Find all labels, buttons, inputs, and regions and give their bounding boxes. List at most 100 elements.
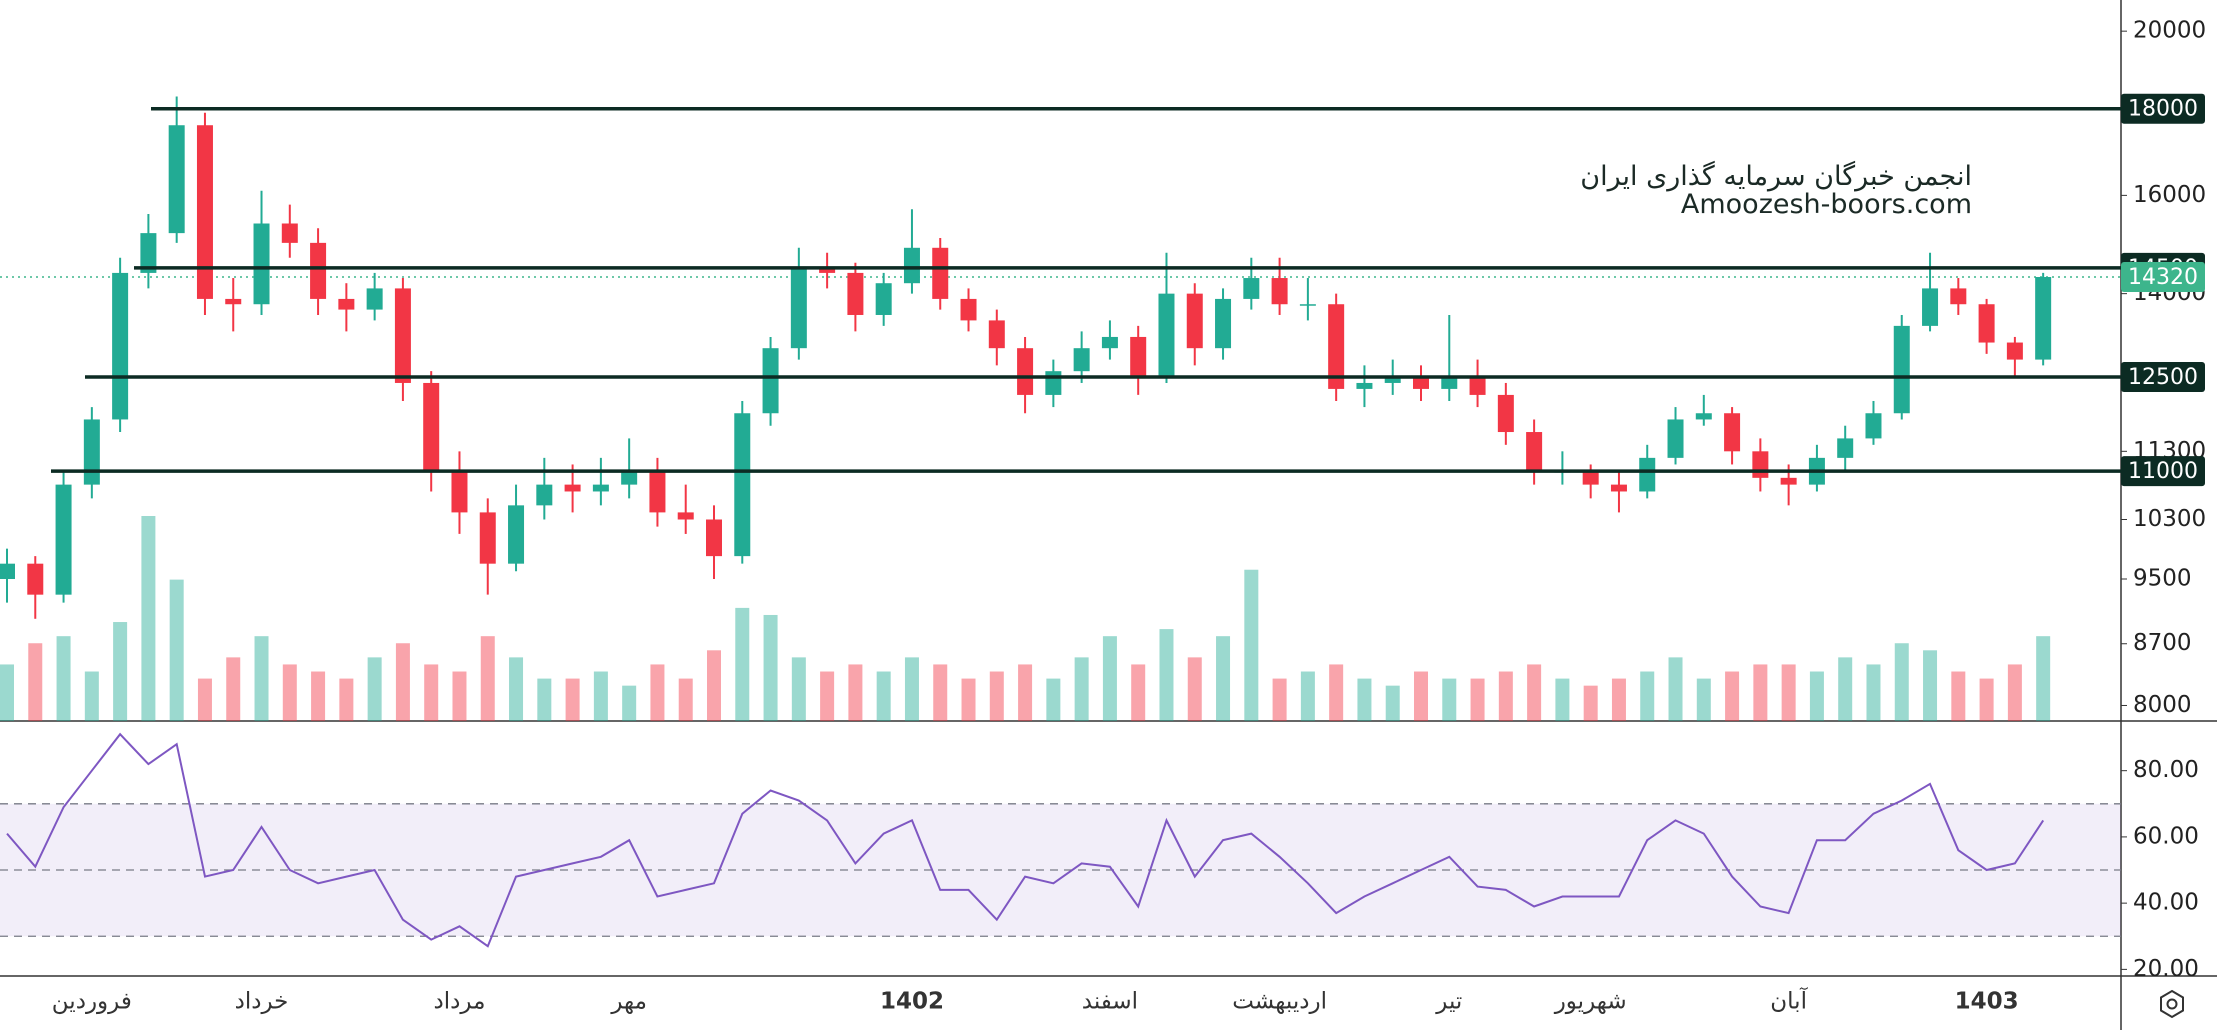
volume-bar	[707, 650, 721, 721]
volume-bar	[1555, 678, 1570, 721]
candle-body	[819, 267, 836, 273]
volume-bar	[1640, 671, 1655, 721]
candle-body	[140, 233, 157, 273]
volume-bar	[1018, 664, 1033, 721]
volume-bar	[84, 671, 99, 721]
candle-body	[1639, 457, 1656, 492]
x-tick-label: تیر	[1435, 989, 1462, 1015]
volume-bar	[1159, 629, 1174, 721]
candle-body	[55, 484, 72, 595]
volume-bar	[1244, 569, 1259, 721]
candle-body	[366, 288, 383, 310]
candle-body	[932, 247, 949, 299]
volume-bar	[1187, 657, 1202, 721]
volume-bar	[339, 678, 354, 721]
volume-bar	[1583, 685, 1598, 721]
candle-body	[1441, 377, 1458, 389]
level-label-box	[2121, 456, 2205, 487]
candle-body	[451, 471, 468, 513]
volume-bar	[735, 607, 750, 721]
volume-bar	[1809, 671, 1824, 721]
volume-bar	[452, 671, 467, 721]
candle-body	[875, 283, 892, 315]
x-tick-label: آبان	[1770, 987, 1808, 1015]
candle-body	[168, 125, 185, 234]
volume-bar	[1498, 671, 1513, 721]
candle-body	[903, 247, 920, 284]
candle-body	[649, 471, 666, 513]
candle-body	[790, 267, 807, 349]
candle-body	[310, 242, 327, 299]
volume-bar	[1668, 657, 1683, 721]
candle-body	[423, 382, 440, 472]
level-label: 18000	[2128, 97, 2198, 122]
x-tick-label: خرداد	[235, 989, 289, 1015]
candle-body	[1893, 325, 1910, 414]
candle-body	[847, 272, 864, 315]
volume-bar	[1696, 678, 1711, 721]
candle-body	[1413, 377, 1429, 389]
volume-bar	[1611, 678, 1626, 721]
volume-bar	[1470, 678, 1485, 721]
rsi-line	[6, 732, 2045, 948]
volume-bar	[1102, 636, 1117, 721]
settings-icon[interactable]	[2160, 989, 2184, 1019]
volume-bar	[820, 671, 835, 721]
candle-body	[1328, 304, 1345, 389]
x-tick-label: شهریور	[1554, 989, 1627, 1015]
x-tick-label: 1402	[880, 989, 944, 1015]
settings-hexagon[interactable]	[2160, 989, 2184, 1019]
volume-bar	[1131, 664, 1146, 721]
candle-body	[1356, 382, 1373, 389]
volume-bar	[1838, 657, 1853, 721]
x-tick-label: اردیبهشت	[1232, 989, 1327, 1015]
volume-bar	[424, 664, 439, 721]
settings-dot[interactable]	[2166, 998, 2178, 1010]
volume-bar	[961, 678, 976, 721]
y-tick-label: 8000	[2133, 692, 2192, 718]
volume-bar	[254, 636, 269, 721]
volume-bar	[650, 664, 665, 721]
candle-body	[112, 272, 129, 420]
volume-bar	[1329, 664, 1344, 721]
volume-bar	[1781, 664, 1796, 721]
volume-bar	[1046, 678, 1061, 721]
x-tick-label: فروردین	[52, 989, 132, 1015]
candle-body	[960, 298, 977, 321]
volume-bar	[1753, 664, 1768, 721]
candle-body	[1017, 348, 1034, 395]
volume-bar	[876, 671, 891, 721]
level-label-box	[2121, 362, 2205, 393]
volume-bar	[282, 664, 297, 721]
rsi-tick-label: 80.00	[2133, 757, 2199, 783]
candle-body	[592, 484, 609, 492]
volume-bar	[622, 685, 637, 721]
volume-bar	[1951, 671, 1966, 721]
volume-bar	[763, 614, 778, 721]
candle-body	[1186, 293, 1203, 349]
candle-body	[734, 413, 751, 557]
candle-body	[762, 348, 779, 414]
candle-body	[536, 484, 553, 506]
candle-body	[1667, 419, 1684, 458]
candle-body	[1582, 471, 1599, 485]
candle-body	[1780, 477, 1797, 485]
candle-body	[677, 512, 694, 520]
y-tick-label: 10300	[2133, 506, 2206, 532]
candle-body	[83, 419, 100, 485]
volume-bar	[226, 657, 241, 721]
candle-body	[1469, 377, 1486, 395]
candle-body	[1724, 413, 1741, 452]
volume-bar	[1300, 671, 1315, 721]
volume-bar	[1442, 678, 1457, 721]
candle-body	[1922, 288, 1939, 326]
candle-body	[1384, 377, 1401, 383]
candle-body	[508, 505, 525, 564]
volume-bar	[480, 636, 495, 721]
watermark: انجمن خبرگان سرمایه گذاری ایران Amoozesh…	[1580, 163, 1972, 219]
y-tick-label: 9500	[2133, 566, 2192, 592]
candle-body	[1950, 288, 1967, 305]
